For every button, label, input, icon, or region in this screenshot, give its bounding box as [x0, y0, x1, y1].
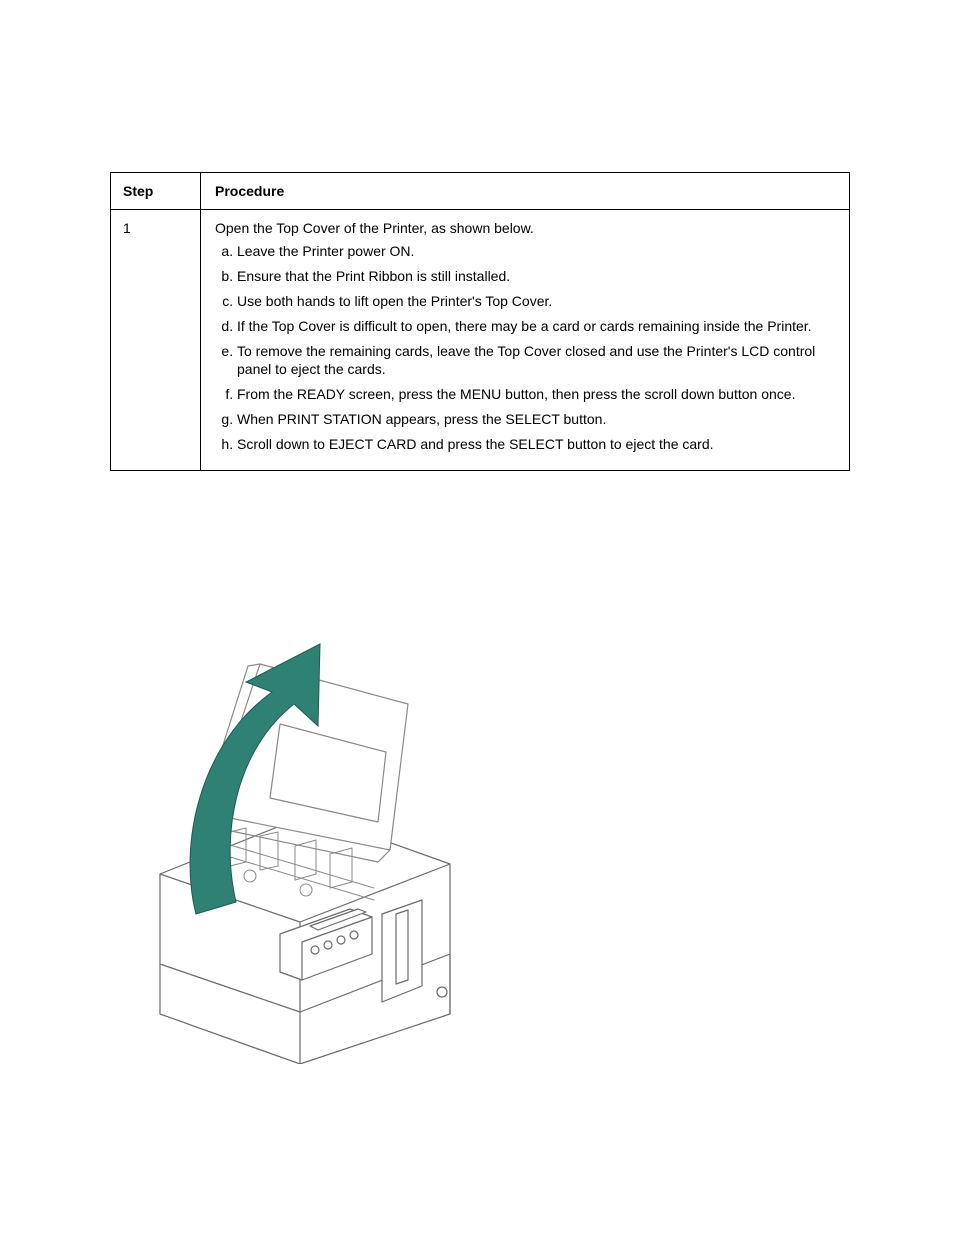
procedure-cell: Open the Top Cover of the Printer, as sh…: [201, 210, 849, 470]
list-item: From the READY screen, press the MENU bu…: [237, 385, 835, 404]
printer-illustration: [150, 604, 470, 1064]
step-intro: Open the Top Cover of the Printer, as sh…: [215, 220, 835, 236]
table-header-row: Step Procedure: [111, 173, 849, 210]
list-item: Use both hands to lift open the Printer'…: [237, 292, 835, 311]
substep-list: Leave the Printer power ON. Ensure that …: [215, 242, 835, 454]
list-item: When PRINT STATION appears, press the SE…: [237, 410, 835, 429]
list-item: To remove the remaining cards, leave the…: [237, 342, 835, 380]
list-item: Ensure that the Print Ribbon is still in…: [237, 267, 835, 286]
list-item: If the Top Cover is difficult to open, t…: [237, 317, 835, 336]
step-number: 1: [111, 210, 201, 470]
page-root: Step Procedure 1 Open the Top Cover of t…: [0, 0, 954, 1235]
printer-figure: [150, 604, 470, 1064]
procedure-table: Step Procedure 1 Open the Top Cover of t…: [110, 172, 850, 471]
list-item: Scroll down to EJECT CARD and press the …: [237, 435, 835, 454]
list-item: Leave the Printer power ON.: [237, 242, 835, 261]
table-row: 1 Open the Top Cover of the Printer, as …: [111, 210, 849, 470]
header-step: Step: [111, 173, 201, 209]
header-procedure: Procedure: [201, 173, 849, 209]
